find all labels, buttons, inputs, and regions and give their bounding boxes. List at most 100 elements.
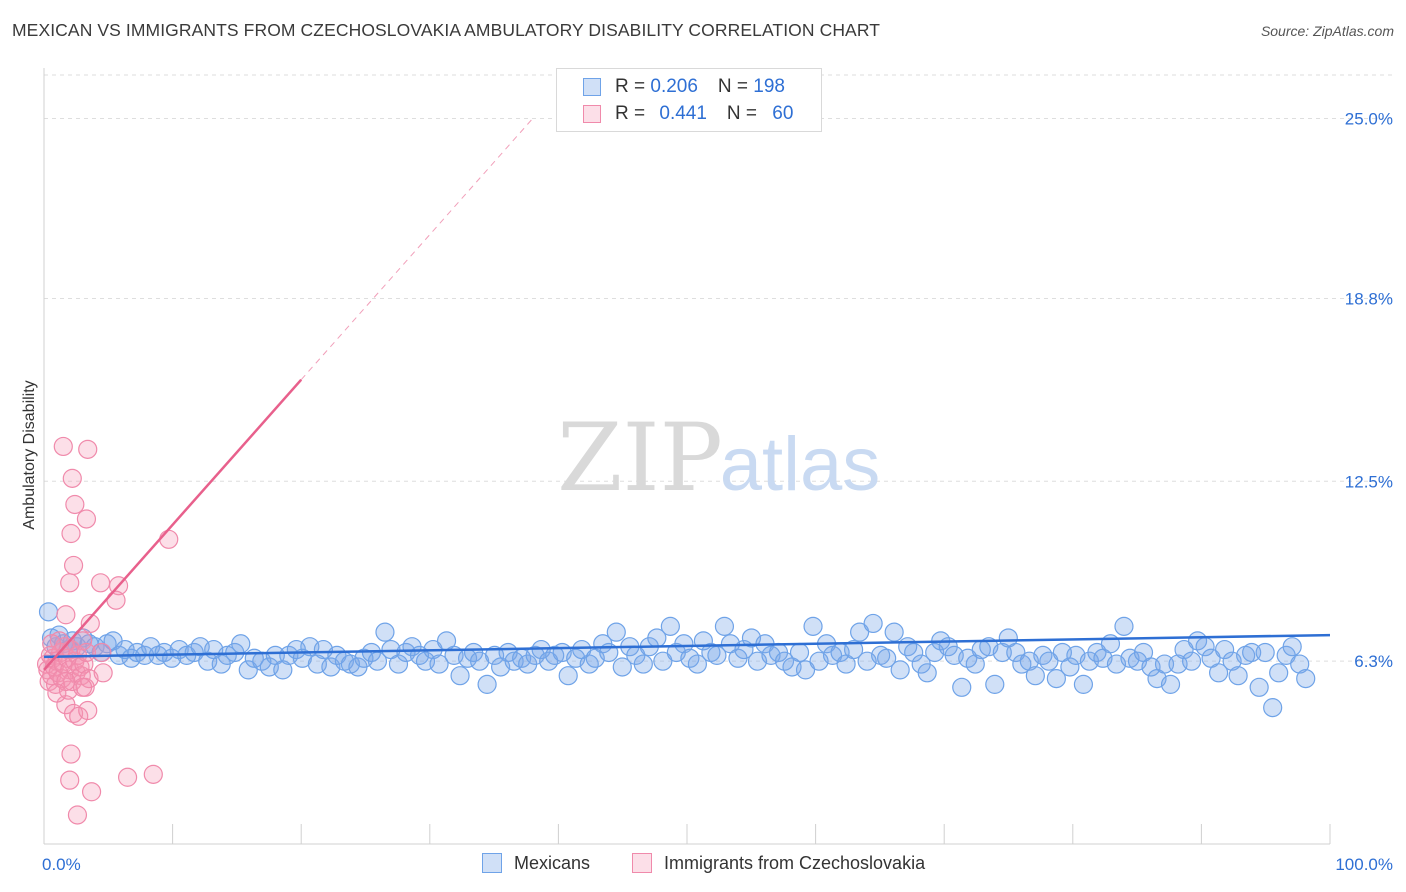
legend-swatch-czech <box>583 105 601 123</box>
czech-point <box>92 642 112 663</box>
grid-lines <box>44 74 1393 662</box>
mexicans-point <box>653 651 673 671</box>
stats-legend: R = 0.206 N = 198 R = 0.441 N = 60 <box>556 68 822 132</box>
x-tick-label: 100.0% <box>1335 855 1393 874</box>
czech-point <box>42 634 62 654</box>
mexicans-point <box>429 654 449 674</box>
mexicans-point <box>469 651 490 671</box>
mexicans-point <box>1269 663 1289 683</box>
mexicans-point <box>1039 651 1059 671</box>
czech-point <box>78 700 98 721</box>
legend-n-value: 60 <box>772 103 794 124</box>
mexicans-point <box>952 677 972 697</box>
legend-label-mexicans: Mexicans <box>514 853 591 873</box>
czech-point <box>62 468 82 488</box>
mexicans-point <box>477 674 497 694</box>
mexicans-point <box>273 660 293 680</box>
axes <box>43 68 1331 845</box>
legend-n-label: N = <box>717 76 754 97</box>
legend-swatch-czech <box>632 853 652 873</box>
czech-point <box>78 439 98 459</box>
czech-point <box>81 782 102 802</box>
mexicans-point <box>1255 642 1275 663</box>
mexicans-point <box>545 645 565 665</box>
y-tick-label: 25.0% <box>1345 110 1393 129</box>
mexicans-point <box>884 622 904 642</box>
czech-trend-line <box>43 378 303 671</box>
mexicans-trend-line <box>43 633 1331 659</box>
mexicans-point <box>558 666 578 686</box>
mexicans-point <box>803 616 823 636</box>
legend-n-value: 198 <box>753 76 785 97</box>
mexicans-point <box>606 622 626 642</box>
czech-point <box>143 764 163 784</box>
czech-point <box>117 767 138 787</box>
czech-point <box>47 683 67 703</box>
mexicans-point <box>1114 616 1134 636</box>
mexicans-point <box>877 648 897 668</box>
mexicans-point <box>1263 698 1283 718</box>
mexicans-point <box>890 660 910 680</box>
mexicans-point <box>992 642 1012 663</box>
czech-point <box>67 805 88 825</box>
mexicans-point <box>1012 654 1032 674</box>
mexicans-point <box>789 642 810 663</box>
mexicans-point <box>985 674 1005 694</box>
czech-point <box>60 770 80 790</box>
legend-r-label: R = <box>615 103 651 124</box>
x-tick-label: 0.0% <box>42 855 81 874</box>
trend-lines <box>43 118 1331 671</box>
y-axis-title: Ambulatory Disability <box>21 380 38 530</box>
mexicans-point <box>660 616 680 636</box>
mexicans-point <box>238 660 258 680</box>
mexicans-point <box>850 622 870 642</box>
mexicans-point <box>1154 654 1175 674</box>
mexicans-point <box>674 634 694 654</box>
chart-title: MEXICAN VS IMMIGRANTS FROM CZECHOSLOVAKI… <box>12 20 881 40</box>
mexicans-point <box>231 634 251 654</box>
legend-swatch-mexicans <box>583 78 601 96</box>
mexicans-point <box>450 666 470 686</box>
czech-point <box>61 744 81 764</box>
mexicans-point <box>1242 642 1262 663</box>
legend-label-czech: Immigrants from Czechoslovakia <box>664 853 926 873</box>
y-tick-label: 6.3% <box>1354 652 1393 671</box>
tick-labels: 6.3% 12.5% 18.8% 25.0% 0.0% 100.0% <box>42 110 1393 874</box>
watermark-zip: ZIP <box>557 404 723 513</box>
mexicans-point <box>1174 639 1194 660</box>
mexicans-point <box>965 654 985 674</box>
czech-point <box>159 529 179 549</box>
czech-point <box>65 494 85 515</box>
mexicans-point <box>184 642 204 663</box>
mexicans-point <box>388 654 409 674</box>
mexicans-point <box>1282 637 1302 657</box>
mexicans-point <box>1290 654 1310 674</box>
czech-point <box>76 509 97 529</box>
mexicans-point <box>795 660 816 680</box>
mexicans-points <box>38 602 1316 718</box>
mexicans-point <box>612 657 632 677</box>
czech-point <box>90 573 111 593</box>
watermark-atlas: atlas <box>720 422 881 507</box>
source-label: Source: ZipAtlas.com <box>1260 23 1394 39</box>
mexicans-point <box>633 654 653 674</box>
legend-r-value: 0.441 <box>659 103 707 124</box>
mexicans-point <box>863 613 883 634</box>
mexicans-point <box>822 645 843 665</box>
czech-point <box>72 631 93 651</box>
y-tick-label: 12.5% <box>1345 472 1393 491</box>
czech-point <box>72 677 93 697</box>
mexicans-point <box>904 642 924 663</box>
mexicans-point <box>1087 642 1107 663</box>
mexicans-point <box>1215 639 1235 660</box>
mexicans-point <box>217 645 237 665</box>
mexicans-point <box>1033 645 1053 665</box>
mexicans-point <box>687 654 707 674</box>
czech-point <box>80 613 100 634</box>
mexicans-point <box>1228 666 1248 686</box>
mexicans-point <box>375 622 395 642</box>
legend-n-label: N = <box>726 103 763 124</box>
mexicans-point <box>1073 674 1094 694</box>
mexicans-point <box>844 639 864 660</box>
legend-r-label: R = <box>615 76 651 97</box>
